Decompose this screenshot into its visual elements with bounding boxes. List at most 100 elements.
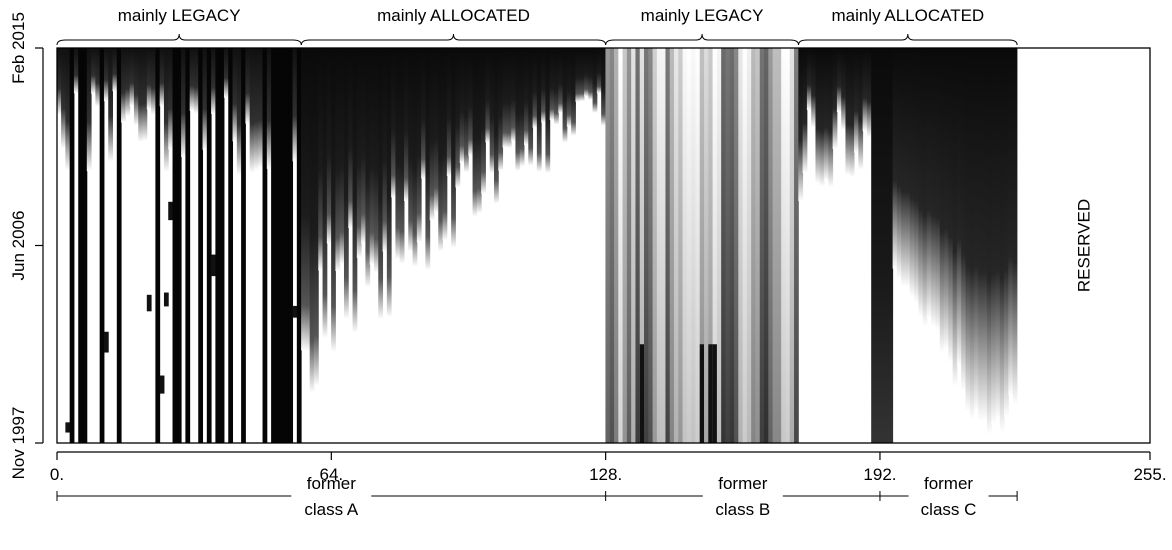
heatmap-column xyxy=(476,48,482,214)
heatmap-column xyxy=(168,201,174,221)
heatmap-column xyxy=(103,48,109,102)
heatmap-column xyxy=(558,48,564,113)
heatmap-column xyxy=(82,48,88,443)
heatmap-column xyxy=(331,48,336,352)
heatmap-column xyxy=(241,48,246,443)
heatmap-column xyxy=(858,48,864,170)
heatmap-column xyxy=(759,48,765,443)
heatmap-column xyxy=(541,48,546,123)
heatmap-column xyxy=(896,48,902,278)
heatmap-column xyxy=(764,48,769,443)
heatmap-column xyxy=(931,48,936,327)
heatmap-column xyxy=(232,48,238,142)
heatmap-column xyxy=(348,48,354,228)
heatmap-column xyxy=(399,48,405,264)
heatmap-column xyxy=(215,48,221,443)
heatmap-column xyxy=(956,48,962,367)
heatmap-column xyxy=(292,48,298,162)
heatmap-column xyxy=(699,344,705,443)
heatmap-column xyxy=(708,48,714,443)
heatmap-column xyxy=(588,48,594,100)
top-bracket-label: mainly LEGACY xyxy=(118,6,241,25)
heatmap-column xyxy=(982,48,988,421)
top-bracket xyxy=(605,33,800,46)
heatmap-column xyxy=(811,48,816,128)
heatmap-column xyxy=(279,48,285,443)
heatmap-column xyxy=(335,48,341,272)
heatmap-column xyxy=(695,48,701,443)
heatmap-column xyxy=(644,48,649,443)
heatmap-column xyxy=(699,48,705,443)
heatmap-column xyxy=(999,48,1005,432)
heatmap-column xyxy=(69,48,75,443)
heatmap-column xyxy=(262,48,268,443)
heatmap-column xyxy=(228,48,234,443)
heatmap-column xyxy=(386,48,392,318)
heatmap-column xyxy=(566,48,572,127)
heatmap-column xyxy=(836,48,842,113)
heatmap-column xyxy=(871,48,876,443)
heatmap-column xyxy=(751,48,756,443)
heatmap-column xyxy=(326,48,332,244)
heatmap-column xyxy=(596,48,602,94)
heatmap-column xyxy=(536,48,542,172)
top-brackets: mainly LEGACY mainly ALLOCATED mainly LEGA… xyxy=(56,6,1018,46)
heatmap-column xyxy=(155,48,161,443)
y-tick-label: Nov 1997 xyxy=(9,407,28,480)
heatmap-column xyxy=(789,48,795,443)
heatmap-column xyxy=(639,48,645,443)
reserved-annotation: RESERVED xyxy=(1075,199,1094,292)
heatmap-column xyxy=(485,48,491,143)
heatmap-column xyxy=(601,48,606,126)
heatmap-column xyxy=(515,48,521,171)
heatmap-column xyxy=(725,48,731,443)
heatmap-column xyxy=(961,48,966,391)
heatmap-column xyxy=(802,48,808,174)
heatmap-column xyxy=(498,48,504,171)
heatmap-column xyxy=(879,48,885,443)
heatmap-column xyxy=(824,48,829,181)
heatmap-column xyxy=(318,48,324,271)
heatmap-column xyxy=(245,48,251,124)
heatmap-column xyxy=(211,48,216,114)
heatmap-column xyxy=(772,48,778,443)
heatmap-column xyxy=(181,48,186,157)
heatmap-column xyxy=(661,48,666,443)
heatmap-column xyxy=(631,48,636,443)
heatmap-column xyxy=(176,48,182,443)
heatmap-column xyxy=(519,48,525,167)
heatmap-column xyxy=(365,48,371,288)
heatmap-column xyxy=(472,48,478,217)
heatmap-column xyxy=(579,48,585,102)
top-bracket xyxy=(300,33,607,46)
heatmap-column xyxy=(133,48,139,126)
heatmap-column xyxy=(125,48,131,117)
x-axis: 0. 64. 128. 192. 255. xyxy=(50,451,1167,484)
heatmap-column xyxy=(665,48,671,443)
heatmap-column xyxy=(892,48,898,269)
y-axis: Nov 1997 Jun 2006 Feb 2015 xyxy=(9,12,44,480)
heatmap-column xyxy=(914,48,919,303)
heatmap-column xyxy=(618,48,624,443)
heatmap-column xyxy=(198,48,204,443)
heatmap-column xyxy=(776,48,782,443)
bottom-ranges: former class A former class B former class C xyxy=(56,474,1018,519)
heatmap-column xyxy=(322,48,328,339)
heatmap-column xyxy=(974,48,979,412)
heatmap-column xyxy=(549,48,555,120)
heatmap-column xyxy=(768,48,774,443)
heatmap-column xyxy=(249,48,255,173)
heatmap-column xyxy=(339,48,345,265)
heatmap-column xyxy=(712,48,718,443)
heatmap-column xyxy=(108,48,114,162)
heatmap-column xyxy=(296,48,302,443)
heatmap-column xyxy=(948,48,954,363)
heatmap-column xyxy=(438,48,444,252)
heatmap-column xyxy=(211,254,216,277)
heatmap-column xyxy=(841,48,846,130)
heatmap-column xyxy=(686,48,692,443)
heatmap-column xyxy=(219,48,225,443)
heatmap-column xyxy=(163,292,169,307)
heatmap-column xyxy=(528,48,534,166)
heatmap-column xyxy=(742,48,748,443)
